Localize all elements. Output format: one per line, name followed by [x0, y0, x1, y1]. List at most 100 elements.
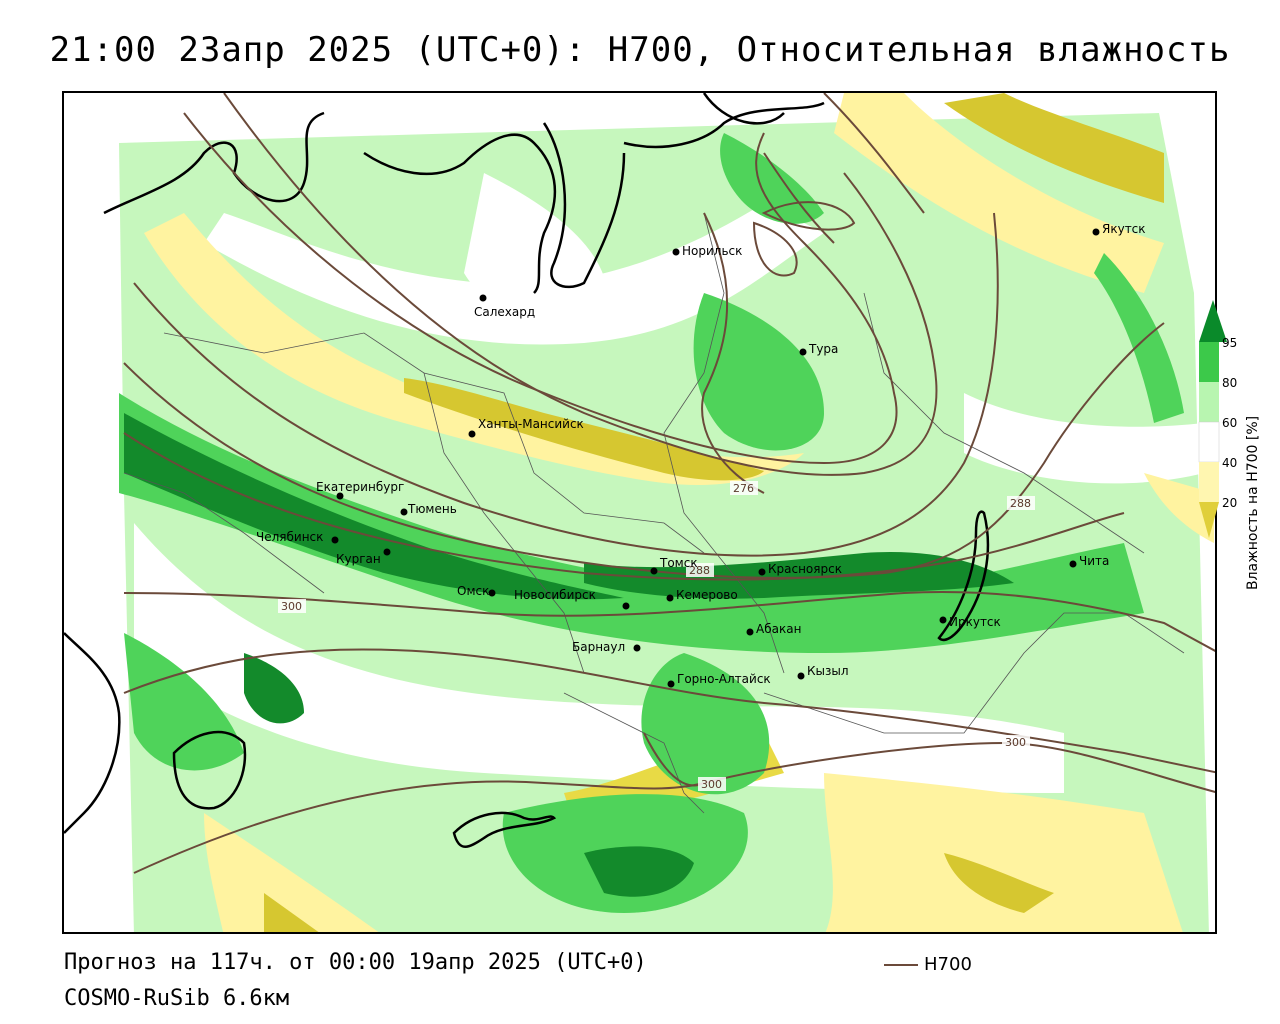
humidity-field [584, 846, 694, 897]
caspian-sea [172, 730, 247, 810]
humidity-field [1094, 253, 1184, 423]
city-label: Норильск [682, 244, 742, 258]
humidity-field [584, 552, 1014, 599]
coastline [623, 101, 825, 149]
coastline [64, 632, 121, 834]
city-marker [650, 567, 658, 575]
humidity-field [834, 93, 1164, 293]
colorbar-tick: 20 [1222, 496, 1238, 510]
humidity-field [944, 853, 1054, 913]
coastline [363, 133, 557, 294]
city-marker [336, 492, 344, 500]
forecast-info: Прогноз на 117ч. от 00:00 19апр 2025 (UT… [64, 950, 647, 975]
city-label: Якутск [1102, 222, 1146, 236]
city-label: Чита [1079, 554, 1109, 568]
city-label: Челябинск [256, 530, 323, 544]
colorbar-segment [1199, 462, 1219, 502]
humidity-field [964, 393, 1204, 484]
contour-legend-line [884, 964, 918, 966]
city-label: Томск [659, 556, 698, 570]
colorbar-tick: 40 [1222, 456, 1238, 470]
humidity-field [144, 213, 804, 485]
humidity-field [944, 93, 1164, 203]
city-marker [622, 602, 630, 610]
city-marker [488, 589, 496, 597]
colorbar-segment [1199, 342, 1219, 382]
city-marker [939, 616, 947, 624]
city-marker [331, 536, 339, 544]
city-label: Абакан [756, 622, 801, 636]
lake-balkhash [452, 811, 557, 848]
city-label: Красноярск [768, 562, 842, 576]
contour-label-group: 276 288 288 300 300 300 [278, 481, 1035, 791]
city-marker [672, 248, 680, 256]
admin-boundary [163, 332, 705, 554]
city-label: Омск [457, 584, 489, 598]
colorbar-segment [1199, 300, 1227, 342]
colorbar-segment [1199, 502, 1219, 538]
city-label: Екатеринбург [316, 480, 404, 494]
city-marker [1069, 560, 1077, 568]
humidity-field [204, 203, 824, 345]
city-label: Тура [808, 342, 838, 356]
contour-label: 300 [1005, 736, 1026, 749]
city-label: Иркутск [949, 615, 1001, 629]
colorbar-tick: 80 [1222, 376, 1238, 390]
humidity-field [824, 773, 1183, 932]
humidity-field [1144, 473, 1214, 543]
city-marker [797, 672, 805, 680]
coastline [702, 93, 785, 125]
coastline [542, 122, 626, 289]
humidity-field [693, 293, 824, 451]
city-marker [400, 508, 408, 516]
humidity-field [134, 523, 1064, 793]
city-marker [479, 294, 487, 302]
humidity-field [124, 633, 244, 771]
city-label: Салехард [474, 305, 535, 319]
humidity-field [404, 378, 764, 481]
city-marker [666, 594, 674, 602]
city-marker [799, 348, 807, 356]
contour-label: 276 [733, 482, 754, 495]
humidity-field [124, 413, 624, 600]
model-info: COSMO-RuSib 6.6км [64, 986, 290, 1011]
contour-label: 300 [701, 778, 722, 791]
admin-boundary [563, 692, 705, 814]
city-label: Кызыл [807, 664, 849, 678]
humidity-field [641, 653, 770, 795]
city-marker [667, 680, 675, 688]
city-label: Барнаул [572, 640, 625, 654]
city-marker [633, 644, 641, 652]
city-label: Ханты-Мансийск [478, 417, 584, 431]
city-markers: Норильск Якутск Салехард Тура Ханты-Манс… [256, 222, 1146, 688]
humidity-field [464, 173, 608, 335]
humidity-field [244, 653, 304, 724]
colorbar-tick: 60 [1222, 416, 1238, 430]
humidity-field [204, 813, 379, 932]
colorbar-strip [1198, 300, 1227, 538]
city-label: Тюмень [407, 502, 457, 516]
city-label: Новосибирск [514, 588, 596, 602]
colorbar-tick: 95 [1222, 336, 1238, 350]
admin-boundary [423, 372, 585, 674]
city-marker [383, 548, 391, 556]
admin-boundary [863, 292, 1145, 554]
city-marker [468, 430, 476, 438]
city-marker [746, 628, 754, 636]
colorbar-title: Влажность на H700 [%] [1245, 415, 1261, 590]
contour-legend-label: H700 [924, 954, 972, 975]
contour-label: 288 [689, 564, 710, 577]
admin-boundary [763, 612, 1185, 734]
city-label: Горно-Алтайск [677, 672, 771, 686]
h700-contours [123, 93, 1215, 874]
admin-boundary [123, 472, 325, 594]
lake-baikal [937, 510, 990, 642]
humidity-map: 276 288 288 300 300 300 Норильск Якутск … [64, 93, 1215, 932]
colorbar-segment [1199, 382, 1219, 422]
map-title: 21:00 23апр 2025 (UTC+0): H700, Относите… [49, 30, 1231, 70]
city-label: Курган [336, 552, 381, 566]
map-panel: 276 288 288 300 300 300 Норильск Якутск … [62, 91, 1217, 934]
city-marker [1092, 228, 1100, 236]
contour-label: 288 [1010, 497, 1031, 510]
contour-label: 300 [281, 600, 302, 613]
